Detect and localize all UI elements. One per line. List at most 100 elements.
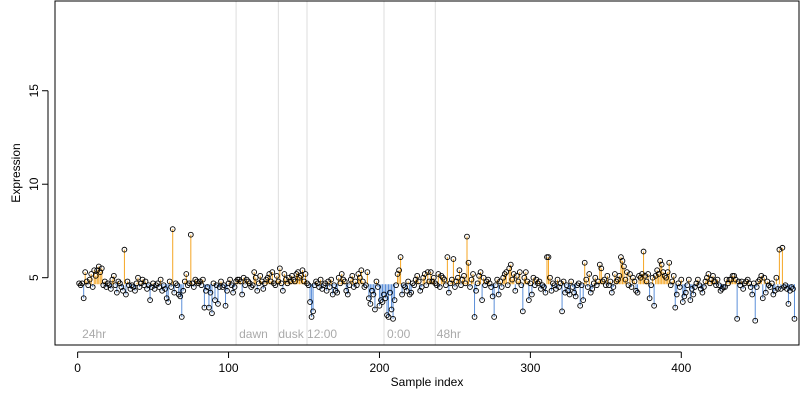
data-point-320 — [557, 280, 564, 287]
data-point-168 — [328, 276, 335, 283]
data-point-310 — [542, 289, 549, 296]
data-point-139 — [284, 280, 291, 287]
data-point-280 — [497, 278, 504, 285]
data-point-454 — [759, 295, 766, 302]
data-point-164 — [322, 280, 328, 287]
x-tick-label-0: 0 — [74, 361, 81, 375]
data-point-304 — [533, 276, 540, 283]
data-point-299 — [526, 297, 532, 303]
data-point-446 — [747, 284, 754, 290]
data-point-104 — [231, 284, 238, 290]
data-point-344 — [593, 282, 600, 289]
data-points — [76, 226, 798, 324]
data-point-295 — [519, 308, 526, 315]
annotation-label-2: dusk — [278, 327, 304, 341]
data-point-260 — [467, 284, 473, 290]
data-point-437 — [734, 315, 740, 322]
data-point-453 — [758, 272, 765, 279]
data-point-121 — [257, 272, 264, 279]
data-point-396 — [672, 304, 679, 311]
data-point-21 — [106, 282, 113, 289]
data-point-475 — [791, 315, 798, 322]
data-point-286 — [506, 265, 513, 272]
data-point-360 — [618, 254, 624, 260]
data-point-441 — [740, 286, 747, 292]
data-point-225 — [414, 272, 421, 279]
data-point-16 — [98, 265, 105, 272]
data-point-63 — [169, 226, 176, 232]
data-point-400 — [678, 276, 685, 283]
data-point-11 — [91, 267, 98, 274]
data-point-287 — [507, 261, 514, 268]
data-point-294 — [518, 282, 525, 289]
data-point-210 — [391, 297, 398, 303]
data-point-382 — [651, 302, 657, 309]
data-point-194 — [367, 301, 374, 307]
data-point-405 — [685, 276, 692, 283]
data-point-75 — [187, 231, 194, 238]
annotation-label-1: dawn — [239, 327, 268, 341]
data-point-74 — [186, 280, 193, 287]
data-point-43 — [139, 276, 146, 283]
data-point-232 — [424, 269, 431, 275]
data-point-422 — [711, 278, 718, 285]
data-point-459 — [767, 284, 774, 290]
data-point-61 — [166, 278, 173, 285]
data-point-455 — [761, 274, 768, 281]
data-point-319 — [556, 284, 562, 290]
data-point-333 — [577, 302, 584, 309]
data-point-209 — [390, 315, 396, 322]
data-point-272 — [485, 276, 491, 283]
data-point-161 — [317, 276, 324, 283]
data-point-438 — [735, 278, 742, 285]
data-point-365 — [625, 282, 632, 289]
data-point-6 — [83, 278, 90, 285]
data-point-187 — [356, 274, 363, 281]
data-point-66 — [174, 282, 181, 289]
data-point-467 — [779, 244, 786, 251]
data-point-379 — [646, 295, 653, 302]
data-point-471 — [785, 301, 792, 307]
data-point-81 — [197, 278, 203, 285]
data-point-151 — [302, 271, 309, 277]
data-point-335 — [580, 297, 587, 303]
data-point-215 — [399, 291, 405, 298]
data-point-18 — [101, 278, 108, 285]
data-point-354 — [609, 289, 615, 296]
data-point-124 — [261, 280, 268, 287]
data-point-390 — [663, 274, 670, 281]
data-point-26 — [114, 289, 120, 296]
data-point-325 — [565, 287, 571, 294]
data-point-391 — [664, 269, 671, 275]
data-point-99 — [224, 287, 230, 294]
data-point-213 — [396, 267, 402, 274]
data-point-376 — [642, 272, 648, 279]
data-point-353 — [607, 278, 614, 285]
data-point-399 — [676, 284, 683, 290]
data-point-89 — [209, 310, 215, 317]
x-tick-label-400: 400 — [671, 361, 691, 375]
data-point-172 — [334, 289, 341, 296]
data-point-211 — [393, 282, 399, 289]
data-point-221 — [408, 289, 415, 296]
data-point-179 — [344, 291, 351, 298]
data-point-334 — [578, 282, 585, 289]
data-point-414 — [699, 289, 706, 296]
data-point-87 — [206, 304, 212, 311]
data-point-415 — [701, 284, 707, 290]
data-point-469 — [782, 282, 789, 289]
data-point-57 — [160, 282, 167, 289]
data-point-88 — [207, 289, 214, 296]
data-point-155 — [308, 314, 315, 320]
data-point-24 — [111, 272, 117, 279]
data-point-239 — [435, 271, 442, 277]
data-point-362 — [621, 263, 627, 270]
data-point-337 — [583, 276, 590, 283]
data-point-199 — [375, 284, 381, 290]
data-point-378 — [645, 271, 651, 277]
data-point-59 — [163, 295, 170, 302]
data-point-444 — [744, 276, 751, 283]
data-point-472 — [787, 287, 793, 294]
data-point-178 — [343, 287, 350, 294]
data-point-413 — [698, 286, 704, 292]
